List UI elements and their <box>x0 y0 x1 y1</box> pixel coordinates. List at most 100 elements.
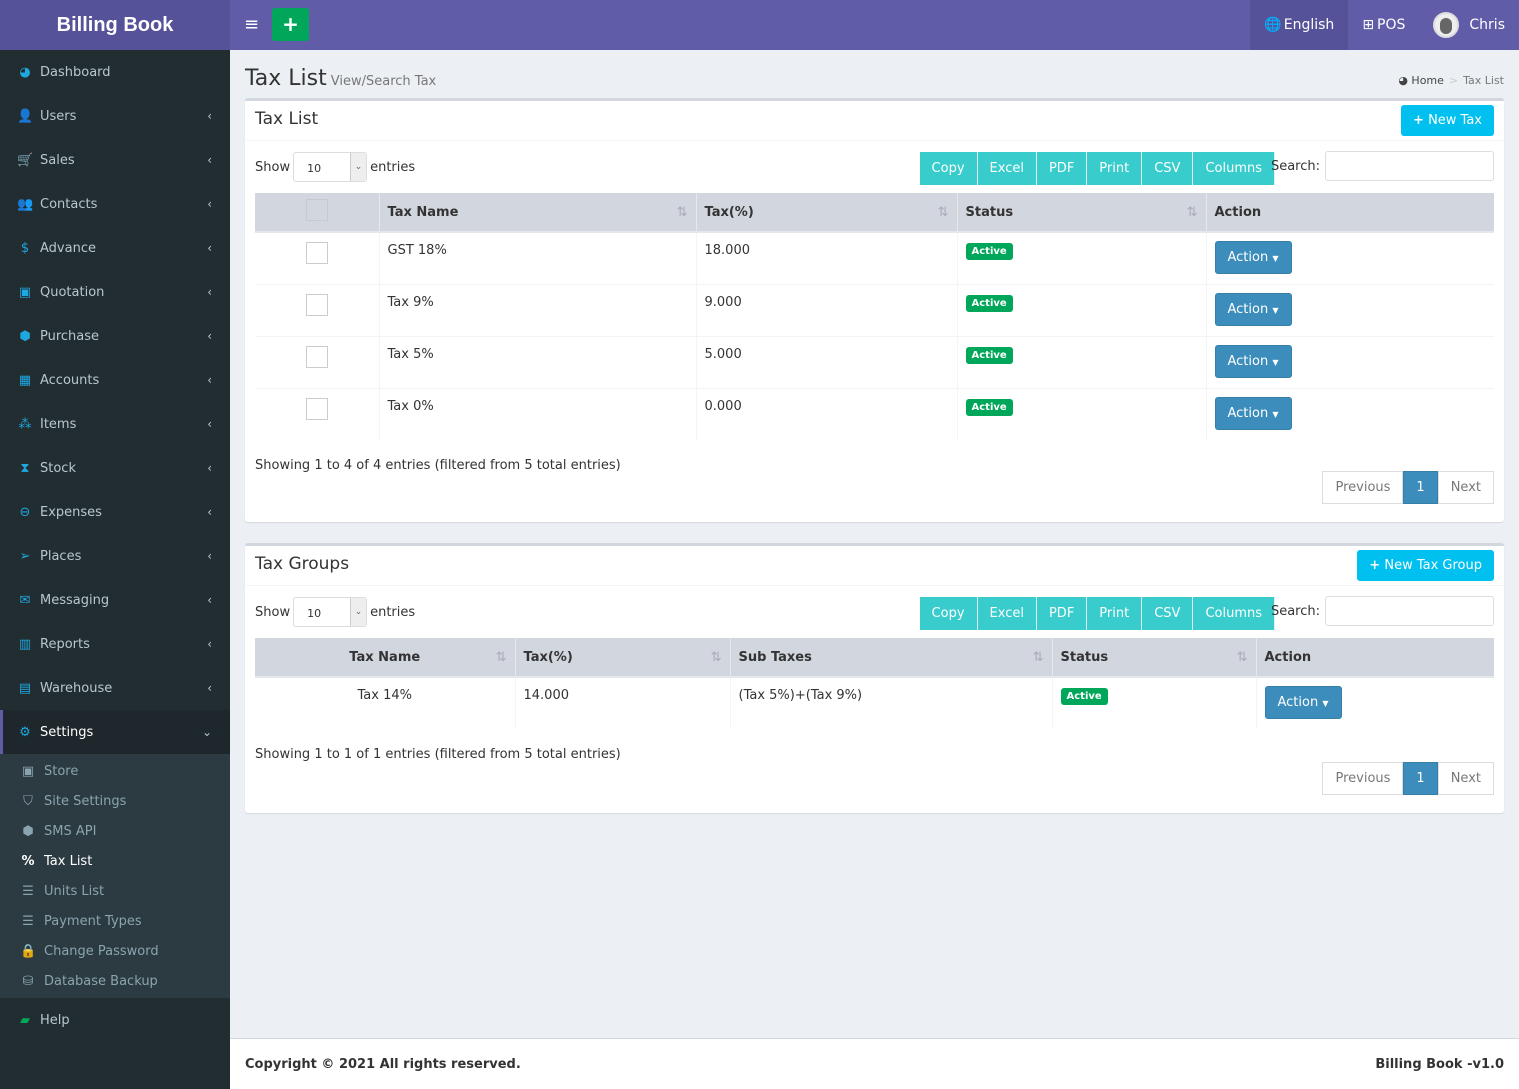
sidebar-item-purchase[interactable]: ⬢ Purchase ‹ <box>0 314 230 358</box>
building-icon: ▤ <box>18 680 32 696</box>
sidebar-subitem-tax-list[interactable]: % Tax List <box>21 853 93 869</box>
next-button[interactable]: Next <box>1437 471 1494 504</box>
sidebar-subitem-units-list[interactable]: ☰ Units List <box>0 876 230 906</box>
export-columns-button[interactable]: Columns <box>1193 152 1275 185</box>
sidebar-subitem-store[interactable]: ▣ Store <box>21 763 79 779</box>
footer: Copyright © 2021 All rights reserved. Bi… <box>230 1038 1519 1089</box>
export-excel-button[interactable]: Excel <box>977 152 1037 185</box>
search-input[interactable] <box>1325 151 1494 181</box>
action-dropdown-button[interactable]: Action ▼ <box>1214 345 1292 378</box>
export-print-button[interactable]: Print <box>1087 597 1143 630</box>
export-columns-button[interactable]: Columns <box>1193 597 1275 630</box>
sidebar-subitem-site-settings[interactable]: ⛉ Site Settings <box>0 786 230 816</box>
sidebar-item-sales[interactable]: 🛒 Sales ‹ <box>17 152 212 168</box>
page-size-select[interactable]: 10 ⌄ <box>293 152 368 182</box>
row-checkbox[interactable] <box>305 346 328 368</box>
quick-add-button[interactable]: + <box>272 8 309 41</box>
chevron-down-icon: ⌄ <box>350 153 367 181</box>
caret-down-icon: ▼ <box>1322 699 1329 708</box>
sidebar-item-expenses[interactable]: ⊖ Expenses ‹ <box>0 490 230 534</box>
breadcrumb-home[interactable]: Home <box>1411 74 1444 87</box>
export-csv-button[interactable]: CSV <box>1142 152 1194 185</box>
action-dropdown-button[interactable]: Action ▼ <box>1214 293 1292 326</box>
row-checkbox[interactable] <box>305 294 328 316</box>
sidebar-item-places[interactable]: ➢ Places ‹ <box>0 534 230 578</box>
chevron-left-icon: ‹ <box>207 373 212 387</box>
sidebar-item-help[interactable]: ▰ Help <box>0 998 230 1042</box>
user-plus-icon: 👤 <box>17 108 34 124</box>
tax-groups-box: Tax Groups + New Tax Group Show 10 ⌄ entries C… <box>245 543 1504 813</box>
chevron-left-icon: ‹ <box>207 549 212 563</box>
page-1-button[interactable]: 1 <box>1403 762 1438 795</box>
column-header[interactable]: Tax Name ⇅ <box>379 193 697 233</box>
export-excel-button[interactable]: Excel <box>977 597 1037 630</box>
row-checkbox[interactable] <box>305 242 328 264</box>
sidebar-item-settings[interactable]: ⚙ Settings ⌄ <box>0 710 230 754</box>
select-all-checkbox[interactable] <box>305 199 328 221</box>
column-header[interactable]: Tax(%) ⇅ <box>515 638 731 678</box>
sidebar-subitem-payment-types[interactable]: ☰ Payment Types <box>0 906 230 936</box>
copyright: Copyright © 2021 All rights reserved. <box>245 1057 521 1072</box>
chevron-left-icon: ‹ <box>207 593 212 607</box>
chevron-left-icon: ‹ <box>207 241 212 255</box>
plus-icon: + <box>1369 558 1381 573</box>
sidebar-item-warehouse[interactable]: ▤ Warehouse ‹ <box>18 680 212 696</box>
previous-button[interactable]: Previous <box>1322 762 1404 795</box>
action-dropdown-button[interactable]: Action ▼ <box>1214 241 1292 274</box>
user-menu[interactable]: Chris <box>1419 0 1519 50</box>
column-header[interactable]: Status ⇅ <box>957 193 1207 233</box>
sidebar-subitem-sms-api[interactable]: ⬢ SMS API <box>0 816 230 846</box>
tax-list-box: Tax List + New Tax Show 10 ⌄ entries Copy Excel… <box>245 98 1504 522</box>
new-button[interactable]: + New Tax <box>1401 105 1494 136</box>
sidebar-item-quotation[interactable]: ▣ Quotation ‹ <box>18 284 212 300</box>
chevron-left-icon: ‹ <box>207 505 212 519</box>
action-dropdown-button[interactable]: Action ▼ <box>1214 397 1292 430</box>
new-button[interactable]: + New Tax Group <box>1357 550 1494 581</box>
caret-down-icon: ▼ <box>1272 306 1279 315</box>
sidebar-item-reports[interactable]: ▥ Reports ‹ <box>18 636 212 652</box>
box-title: Tax List <box>255 109 319 129</box>
app-logo[interactable]: Billing Book <box>0 0 230 50</box>
main-content: Tax List View/Search Tax ◕ Home > Tax List … <box>230 50 1519 1038</box>
row-checkbox[interactable] <box>305 398 328 420</box>
action-dropdown-button[interactable]: Action ▼ <box>1264 686 1342 719</box>
sort-icon: ⇅ <box>676 204 688 220</box>
cubes-icon: ⁂ <box>18 416 32 432</box>
column-header[interactable]: Tax Name ⇅ <box>255 638 516 678</box>
sidebar-item-dashboard[interactable]: ◕ Dashboard <box>0 50 230 94</box>
percent-icon: % <box>21 853 35 869</box>
sidebar-item-advance[interactable]: $ Advance ‹ <box>0 226 230 270</box>
sidebar-item-messaging[interactable]: ✉ Messaging ‹ <box>0 578 230 622</box>
sidebar-subitem-database-backup[interactable]: ⛁ Database Backup <box>0 966 230 996</box>
next-button[interactable]: Next <box>1437 762 1494 795</box>
export-copy-button[interactable]: Copy <box>919 597 978 630</box>
page-size-select[interactable]: 10 ⌄ <box>293 597 368 627</box>
chevron-left-icon: ‹ <box>207 109 212 123</box>
language-selector[interactable]: 🌐 English <box>1250 0 1349 50</box>
cart-icon: 🛒 <box>17 152 34 168</box>
export-pdf-button[interactable]: PDF <box>1036 597 1088 630</box>
sidebar-item-items[interactable]: ⁂ Items ‹ <box>18 416 213 432</box>
column-header[interactable]: Tax(%) ⇅ <box>696 193 958 233</box>
sidebar-item-accounts[interactable]: ▦ Accounts ‹ <box>18 372 212 388</box>
sidebar-item-contacts[interactable]: 👥 Contacts ‹ <box>17 196 212 212</box>
search-input[interactable] <box>1325 596 1494 626</box>
sidebar: Billing Book ◕ Dashboard 👤 Users ‹ 🛒 Sales ‹ 👥 Co… <box>0 0 230 1089</box>
column-header[interactable]: Sub Taxes ⇅ <box>730 638 1053 678</box>
cogs-icon: ⚙ <box>19 724 31 740</box>
sidebar-subitem-change-password[interactable]: 🔒 Change Password <box>20 943 159 959</box>
export-csv-button[interactable]: CSV <box>1142 597 1194 630</box>
previous-button[interactable]: Previous <box>1322 471 1404 504</box>
shield-icon: ⛉ <box>23 793 33 809</box>
menu-toggle-icon[interactable]: ≡ <box>244 14 260 35</box>
list-icon: ☰ <box>22 883 34 899</box>
sidebar-item-stock[interactable]: ⧗ Stock ‹ <box>0 446 230 490</box>
column-header[interactable]: Status ⇅ <box>1052 638 1257 678</box>
export-copy-button[interactable]: Copy <box>919 152 978 185</box>
sidebar-item-users[interactable]: 👤 Users ‹ <box>17 108 212 124</box>
export-pdf-button[interactable]: PDF <box>1036 152 1088 185</box>
export-print-button[interactable]: Print <box>1087 152 1143 185</box>
pagination: Previous 1 Next <box>1322 762 1494 795</box>
pos-link[interactable]: ⊞ POS <box>1362 17 1406 33</box>
page-1-button[interactable]: 1 <box>1403 471 1438 504</box>
